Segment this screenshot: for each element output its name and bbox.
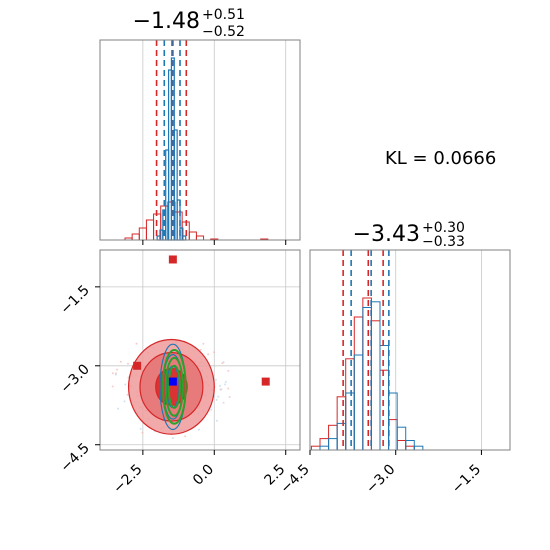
bl-sample-39 [197, 428, 200, 431]
panel-top-left-frame [99, 39, 301, 241]
bl-outlier-point-0 [168, 255, 177, 264]
bl-sample-84 [215, 419, 218, 422]
bl-sample-71 [210, 408, 213, 411]
br-x-tick-label-1: −3.0 [363, 462, 398, 497]
panel-bottom-right-title-minus: −0.33 [422, 234, 465, 250]
panel-bottom-left-frame [99, 249, 301, 451]
bl-sample-109 [218, 384, 221, 387]
panel-top-left-title-minus: −0.52 [202, 24, 245, 40]
bl-y-tick-label-1: −3.0 [57, 361, 92, 396]
bl-sample-46 [224, 383, 227, 386]
panel-top-left-title-median: −1.48 [133, 9, 200, 34]
bl-sample-117 [215, 398, 218, 401]
bl-sample-111 [141, 431, 144, 434]
bl-sample-89 [202, 342, 205, 345]
bl-sample-73 [119, 360, 122, 363]
bl-y-tick-label-2: −1.5 [57, 282, 92, 317]
bl-sample-92 [217, 395, 220, 398]
panel-top-left: −1.48 +0.51 −0.52 [99, 7, 301, 245]
bl-x-tick-label-1: 0.0 [190, 462, 217, 489]
panel-top-left-title-plus: +0.51 [202, 7, 245, 23]
bl-sample-7 [227, 369, 230, 372]
bl-sample-81 [214, 378, 217, 381]
kl-label: KL = 0.0666 [385, 148, 496, 169]
bl-sample-35 [199, 348, 202, 351]
bl-green-contour-0 [161, 349, 187, 425]
bl-green-contour-1 [164, 356, 184, 417]
bl-y-tick-label-0: −4.5 [57, 440, 92, 475]
panel-top-left-grid [142, 40, 287, 240]
panel-bottom-right-title-plus: +0.30 [422, 220, 465, 236]
bl-sample-61 [123, 400, 126, 403]
bl-sample-80 [207, 353, 210, 356]
bl-sample-25 [228, 395, 231, 398]
panel-top-left-bg [100, 40, 300, 240]
bl-sample-54 [213, 351, 216, 354]
bl-outlier-point-2 [261, 377, 270, 386]
panel-bottom-right-frame [309, 249, 511, 451]
br-x-tick-label-0: −4.5 [277, 462, 312, 497]
bl-x-tick-label-0: −2.5 [110, 462, 145, 497]
bl-sample-102 [135, 342, 138, 345]
bl-sample-138 [224, 380, 227, 383]
bl-sample-58 [184, 435, 187, 438]
bl-sample-114 [117, 407, 120, 410]
bl-sample-19 [127, 362, 130, 365]
panel-bottom-left: −2.5 0.0 2.5−4.5−3.0−1.5 [57, 249, 301, 497]
panel-bottom-right-title-median: −3.43 [353, 222, 420, 247]
bl-sample-130 [114, 373, 117, 376]
panel-bottom-right-ticks: −4.5 −3.0 −1.5 [277, 450, 484, 497]
bl-sample-121 [126, 393, 129, 396]
bl-outlier-point-1 [133, 361, 142, 370]
bl-green-contour-2 [167, 364, 182, 409]
bl-sample-113 [227, 387, 230, 390]
bl-sample-14 [222, 361, 225, 364]
bl-sample-98 [171, 437, 174, 440]
bl-sample-85 [222, 401, 225, 404]
panel-bottom-right-bg [310, 250, 510, 450]
bl-sample-65 [220, 388, 223, 391]
br-x-tick-label-2: −1.5 [449, 462, 484, 497]
panel-top-left-ticks [142, 240, 287, 245]
bl-sample-55 [111, 385, 114, 388]
bl-sample-63 [116, 368, 119, 371]
panel-bottom-right: −4.5 −3.0 −1.5 −3.43 +0.30 −0.33 [277, 220, 511, 497]
bl-sample-56 [111, 372, 114, 375]
panel-bottom-left-marks [111, 255, 270, 440]
bl-sample-0 [124, 383, 127, 386]
bl-sample-36 [139, 427, 142, 430]
bl-truth-point [168, 377, 177, 386]
